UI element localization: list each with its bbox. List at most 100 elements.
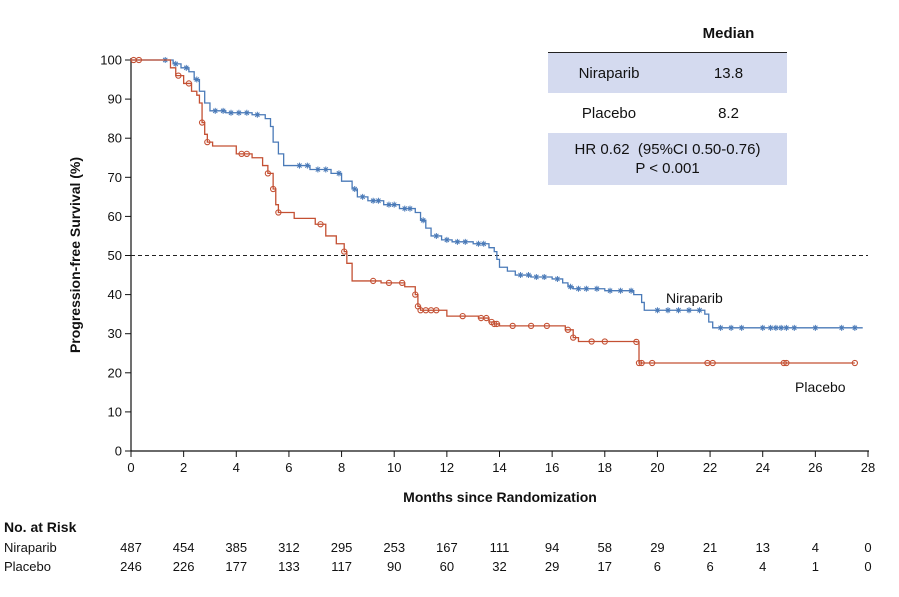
at-risk-value: 0: [864, 540, 871, 555]
at-risk-value: 177: [225, 559, 247, 574]
x-tick-label: 6: [285, 460, 292, 475]
censor-mark: [649, 359, 656, 367]
censor-mark: [780, 359, 787, 367]
at-risk-value: 4: [759, 559, 766, 574]
censor-mark: [185, 80, 193, 87]
hazard-ratio-text: HR 0.62 (95%CI 0.50-0.76): [574, 141, 761, 158]
censor-mark: [759, 324, 766, 331]
censor-mark: [541, 274, 548, 281]
censor-mark: [728, 324, 735, 331]
x-tick-label: 16: [545, 460, 559, 475]
censor-mark: [359, 193, 366, 200]
censor-mark: [838, 324, 845, 331]
censor-mark: [454, 238, 461, 245]
censor-mark: [543, 322, 551, 330]
censor-mark: [314, 166, 321, 173]
censor-mark: [483, 314, 490, 322]
censor-mark: [575, 285, 582, 292]
censor-mark: [385, 279, 393, 287]
at-risk-value: 295: [331, 540, 353, 555]
p-value-text: P < 0.001: [635, 160, 700, 177]
at-risk-value: 32: [492, 559, 506, 574]
at-risk-value: 94: [545, 540, 559, 555]
censor-mark: [420, 217, 427, 224]
censor-mark: [783, 324, 790, 331]
censor-mark: [709, 359, 716, 367]
at-risk-value: 226: [173, 559, 195, 574]
censor-mark: [370, 197, 377, 204]
at-risk-table: No. at Risk Niraparib Placebo 487 454 385 3…: [4, 519, 872, 574]
censor-mark: [607, 287, 614, 294]
censor-mark: [812, 324, 819, 331]
censor-mark: [228, 109, 235, 116]
censor-mark: [767, 324, 774, 331]
censor-mark: [527, 322, 535, 330]
at-risk-value: 29: [545, 559, 559, 574]
censor-mark: [564, 326, 572, 333]
censor-mark: [198, 119, 206, 126]
x-tick-label: 4: [233, 460, 240, 475]
y-tick-label: 100: [100, 53, 122, 68]
y-tick-label: 60: [108, 209, 122, 224]
hazard-ratio-row: HR 0.62 (95%CI 0.50-0.76) P < 0.001: [548, 133, 787, 185]
censor-mark: [407, 205, 414, 212]
at-risk-value: 90: [387, 559, 401, 574]
censor-mark: [491, 320, 498, 328]
censor-mark: [370, 277, 377, 285]
at-risk-value: 385: [225, 540, 247, 555]
censor-mark: [235, 109, 242, 116]
x-tick-label: 0: [127, 460, 134, 475]
censor-mark: [443, 236, 450, 243]
censor-mark: [296, 162, 303, 169]
at-risk-title: No. at Risk: [4, 519, 77, 535]
censor-mark: [135, 56, 143, 64]
censor-mark: [304, 162, 311, 169]
censor-mark: [583, 285, 590, 292]
y-tick-label: 50: [108, 248, 122, 263]
censor-mark: [783, 359, 790, 367]
at-risk-value: 246: [120, 559, 142, 574]
censor-mark: [264, 170, 272, 177]
at-risk-value: 60: [440, 559, 454, 574]
censor-mark: [851, 324, 858, 331]
at-risk-value: 1: [812, 559, 819, 574]
censor-mark: [717, 324, 724, 331]
at-risk-value: 111: [490, 540, 510, 555]
at-risk-value: 133: [278, 559, 300, 574]
censor-mark: [628, 287, 635, 294]
censor-mark: [778, 324, 785, 331]
at-risk-value: 6: [654, 559, 661, 574]
censor-mark: [243, 150, 250, 157]
median-header-label: Median: [702, 24, 755, 42]
survival-curves: [130, 56, 863, 367]
at-risk-value: 253: [383, 540, 405, 555]
placebo-curve-label: Placebo: [795, 379, 846, 395]
placebo-series: [130, 56, 858, 367]
y-tick-label: 40: [108, 287, 122, 302]
median-row-value: 8.2: [718, 104, 739, 122]
at-risk-value: 58: [598, 540, 612, 555]
censor-mark: [517, 272, 524, 279]
median-row-niraparib: Niraparib 13.8: [548, 53, 787, 93]
censor-mark: [175, 72, 182, 79]
median-row-value: 13.8: [713, 64, 744, 82]
at-risk-label-niraparib: Niraparib: [4, 540, 57, 555]
x-tick-label: 22: [703, 460, 717, 475]
censor-mark: [480, 240, 487, 247]
x-axis-title: Months since Randomization: [403, 489, 597, 505]
censor-mark: [269, 185, 277, 193]
censor-mark: [322, 166, 329, 173]
median-summary-table: Median Niraparib 13.8 Placebo 8.2 HR 0.6…: [548, 14, 787, 185]
y-tick-label: 30: [108, 326, 122, 341]
y-tick-label: 10: [108, 404, 122, 419]
at-risk-value: 13: [755, 540, 769, 555]
at-risk-value: 117: [331, 559, 352, 574]
censor-mark: [412, 291, 419, 298]
censor-mark: [567, 283, 574, 290]
at-risk-value: 21: [703, 540, 717, 555]
at-risk-value: 167: [436, 540, 458, 555]
censor-mark: [635, 359, 643, 367]
x-tick-label: 2: [180, 460, 187, 475]
y-axis-title: Progression-free Survival (%): [67, 157, 83, 353]
